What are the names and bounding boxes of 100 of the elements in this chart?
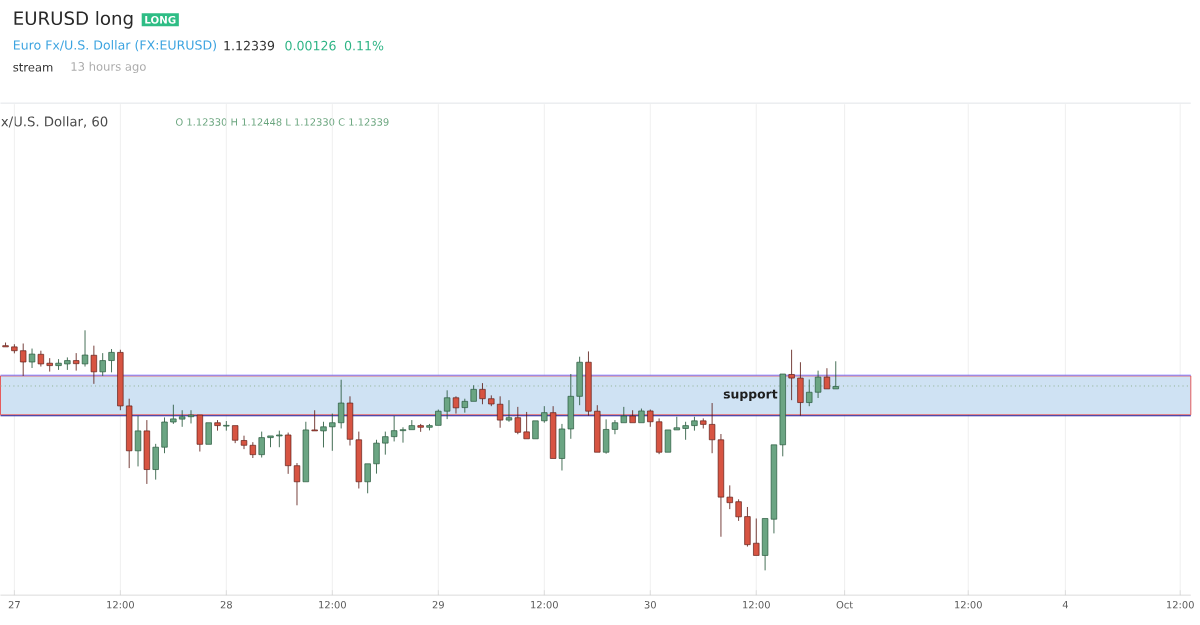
candlestick — [514, 406, 521, 435]
x-tick-label: Oct — [836, 601, 853, 609]
candlestick — [11, 343, 18, 354]
candlestick — [461, 398, 468, 414]
x-tick-label: 12:00 — [319, 601, 346, 609]
candlestick — [382, 431, 389, 456]
candlestick — [408, 419, 415, 431]
candlestick — [20, 343, 27, 377]
x-tick-label: 12:00 — [955, 601, 982, 609]
candlestick — [258, 431, 265, 458]
candlestick — [214, 419, 221, 432]
candlestick — [708, 402, 716, 454]
x-tick-label: 29 — [432, 601, 444, 609]
candlestick — [338, 379, 345, 429]
candlestick — [399, 426, 407, 444]
candlestick — [170, 404, 177, 425]
candlestick — [673, 416, 680, 431]
candlestick — [814, 370, 822, 399]
band-label: support — [723, 389, 778, 402]
candlestick — [585, 351, 592, 417]
candlestick — [134, 415, 142, 467]
x-tick-label: 28 — [220, 601, 232, 609]
x-tick-label: 12:00 — [1167, 601, 1194, 609]
text: Euro Fx/U.S. Dollar (FX:EURUSD) — [13, 40, 216, 52]
candlestick — [443, 389, 451, 420]
candlestick — [638, 408, 645, 424]
candlestick — [285, 432, 292, 475]
candlestick — [364, 463, 371, 494]
text: 13 hours ago — [71, 61, 146, 74]
candlestick — [267, 435, 274, 448]
candlestick — [373, 439, 380, 475]
text: 0.11% — [344, 40, 384, 51]
candlestick — [108, 348, 115, 373]
candlestick — [346, 395, 354, 446]
candlestick — [355, 431, 362, 489]
candlestick — [55, 358, 62, 371]
candlestick — [293, 462, 301, 506]
candlestick — [320, 421, 327, 448]
candlestick — [311, 409, 318, 432]
candlestick — [523, 411, 530, 440]
candlestick — [2, 342, 9, 348]
candlestick — [117, 349, 124, 411]
candlestick — [435, 409, 442, 426]
candlestick — [99, 352, 106, 377]
candlestick — [329, 413, 336, 452]
candlestick — [496, 395, 504, 429]
candlestick — [753, 518, 760, 556]
x-tick-label: 12:00 — [107, 601, 134, 609]
candlestick — [161, 417, 168, 454]
candlestick — [797, 361, 804, 417]
candlestick — [488, 394, 495, 407]
x-tick-label: 27 — [8, 601, 20, 609]
candlestick — [479, 382, 486, 405]
candlestick — [549, 405, 557, 459]
candlestick — [576, 356, 583, 406]
text: LONG — [145, 16, 176, 24]
candlestick — [735, 498, 742, 522]
candlestick — [505, 399, 513, 423]
candlestick — [567, 373, 574, 440]
candlestick — [152, 443, 159, 481]
candlestick — [276, 430, 283, 448]
candlestick — [143, 419, 151, 485]
candlestick — [28, 348, 36, 369]
candlestick — [541, 405, 548, 424]
candlestick — [629, 409, 636, 424]
candlestick — [302, 421, 309, 483]
candlestick — [452, 397, 460, 415]
text: stream — [13, 63, 53, 72]
x-tick-label: 30 — [644, 601, 656, 609]
candlestick — [594, 404, 601, 453]
candlestick — [788, 349, 795, 401]
candlestick — [196, 414, 203, 452]
candlestick — [249, 441, 256, 459]
candlestick — [832, 360, 839, 390]
x-tick-label: 12:00 — [531, 601, 558, 609]
candlestick — [726, 485, 733, 510]
candlestick — [744, 506, 751, 548]
candlestick — [806, 379, 813, 407]
candlestick — [187, 409, 195, 424]
candlestick — [73, 352, 80, 372]
candlestick — [655, 418, 663, 455]
candlestick — [691, 416, 698, 432]
text: 1.12339 — [224, 40, 275, 51]
candlestick — [81, 329, 89, 368]
candlestick — [240, 435, 248, 450]
candlestick — [391, 415, 398, 442]
candlestick — [470, 384, 477, 402]
x-tick-label: 12:00 — [743, 601, 770, 609]
candlestick — [823, 367, 831, 390]
candlestick — [558, 423, 566, 471]
candlestick — [532, 420, 539, 440]
text: 0.00126 — [285, 40, 336, 51]
candlestick — [46, 357, 53, 373]
candlestick — [682, 421, 689, 441]
candlestick — [620, 406, 627, 424]
candlestick — [223, 420, 230, 432]
text: x/U.S. Dollar, 60 — [1, 116, 108, 128]
x-tick-label: 4 — [1062, 601, 1068, 609]
candlestick — [205, 422, 212, 445]
candlestick — [37, 350, 45, 368]
